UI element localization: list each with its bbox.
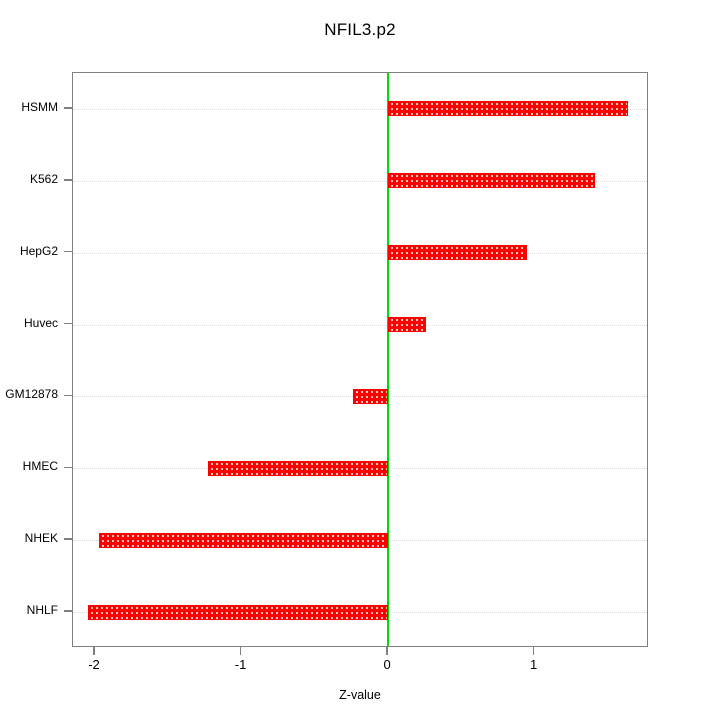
y-axis-tick-label-nhlf: NHLF	[26, 603, 58, 618]
gridline	[73, 180, 647, 182]
bar-nhlf	[87, 604, 389, 620]
y-axis-tick	[64, 107, 72, 109]
bar-nhek	[99, 532, 389, 548]
x-axis-tick-label: -1	[234, 657, 247, 672]
x-axis-tick	[93, 647, 95, 655]
plot-area	[73, 73, 647, 646]
y-axis-tick	[64, 466, 72, 469]
zero-reference-line	[387, 73, 390, 646]
x-axis-title: Z-value	[339, 688, 381, 702]
bar-huvec	[388, 317, 427, 333]
x-axis-tick-label: -2	[88, 657, 100, 672]
y-axis-tick	[64, 250, 72, 253]
y-axis-tick	[64, 394, 72, 397]
y-axis-tick-label-nhek: NHEK	[24, 531, 58, 546]
gridline	[73, 324, 647, 326]
gridline	[73, 108, 647, 110]
y-axis-tick-label-hsmm: HSMM	[21, 99, 58, 114]
gridline	[73, 252, 647, 254]
x-axis-tick	[239, 647, 242, 655]
y-axis-tick-label-huvec: Huvec	[23, 315, 58, 330]
bar-hepg2	[388, 245, 528, 261]
bar-gm12878	[352, 388, 389, 404]
x-axis-tick	[532, 647, 535, 655]
y-axis-tick	[64, 322, 72, 325]
x-axis-tick	[386, 647, 388, 655]
bar-k562	[388, 173, 595, 189]
bar-hsmm	[388, 101, 629, 117]
plot-frame	[72, 72, 648, 647]
y-axis-tick-label-k562: K562	[29, 171, 58, 186]
y-axis-tick-label-hmec: HMEC	[22, 459, 58, 474]
y-axis-tick	[64, 538, 72, 540]
y-axis-tick-label-gm12878: GM12878	[5, 387, 58, 402]
x-axis-tick-label: 1	[530, 657, 538, 672]
chart-title: NFIL3.p2	[324, 20, 396, 39]
y-axis-tick	[64, 610, 72, 612]
x-axis-tick-label: 0	[383, 657, 391, 672]
y-axis-tick-label-hepg2: HepG2	[19, 243, 58, 258]
y-axis-tick	[64, 179, 72, 181]
bar-hmec	[207, 460, 389, 476]
